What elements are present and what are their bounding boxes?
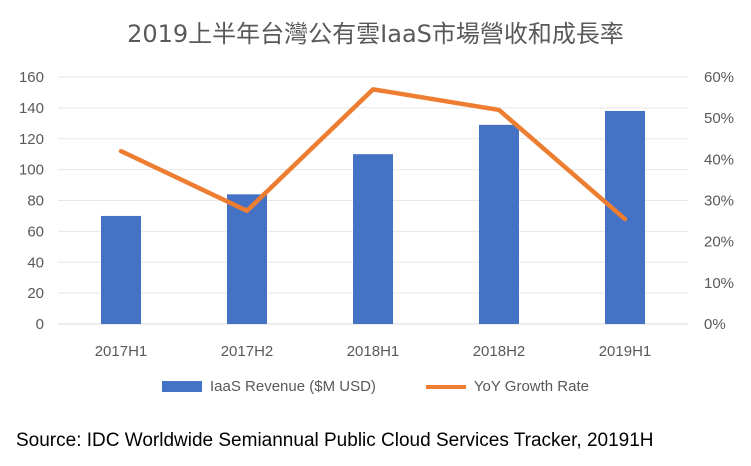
left-tick-label: 140	[19, 100, 44, 117]
left-tick-label: 40	[27, 254, 44, 271]
right-tick-label: 10%	[704, 275, 734, 292]
left-tick-label: 20	[27, 285, 44, 302]
left-tick-label: 100	[19, 162, 44, 179]
x-tick-label: 2017H2	[221, 343, 274, 360]
legend-item-growth: YoY Growth Rate	[425, 378, 589, 395]
bar-2017H1	[101, 215, 141, 324]
x-tick-label: 2019H1	[599, 343, 652, 360]
legend-label-revenue: IaaS Revenue ($M USD)	[210, 378, 376, 395]
combo-chart: 0 20 40 60 80 100 120 140 160 0% 10% 20% 30% 40% 50% 6…	[19, 69, 734, 360]
right-tick-label: 0%	[704, 316, 726, 333]
x-tick-label: 2018H2	[473, 343, 526, 360]
left-tick-label: 0	[36, 316, 44, 333]
right-tick-label: 60%	[704, 69, 734, 86]
x-tick-label: 2018H1	[347, 343, 400, 360]
growth-line	[118, 87, 628, 222]
revenue-bars	[101, 110, 645, 325]
legend: IaaS Revenue ($M USD) YoY Growth Rate	[0, 378, 751, 395]
right-axis-ticks: 0% 10% 20% 30% 40% 50% 60%	[704, 69, 734, 333]
chart-title: 2019上半年台灣公有雲IaaS市場營收和成長率	[127, 20, 624, 48]
bar-2017H2	[227, 194, 267, 324]
legend-swatch-line	[425, 384, 466, 389]
left-tick-label: 120	[19, 131, 44, 148]
legend-label-growth: YoY Growth Rate	[473, 378, 589, 395]
source-note: Source: IDC Worldwide Semiannual Public …	[16, 430, 654, 451]
legend-swatch-bar	[162, 381, 202, 392]
bar-2018H1	[353, 154, 393, 324]
left-tick-label: 60	[27, 223, 44, 240]
legend-item-revenue: IaaS Revenue ($M USD)	[162, 378, 376, 395]
right-tick-label: 20%	[704, 234, 734, 251]
left-tick-label: 80	[27, 193, 44, 210]
left-axis-ticks: 0 20 40 60 80 100 120 140 160	[19, 69, 44, 333]
right-tick-label: 30%	[704, 193, 734, 210]
right-tick-label: 40%	[704, 151, 734, 168]
x-tick-label: 2017H1	[95, 343, 148, 360]
left-tick-label: 160	[19, 69, 44, 86]
right-tick-label: 50%	[704, 110, 734, 127]
bar-2018H2	[479, 124, 519, 324]
x-axis-ticks: 2017H1 2017H2 2018H1 2018H2 2019H1	[95, 343, 652, 360]
